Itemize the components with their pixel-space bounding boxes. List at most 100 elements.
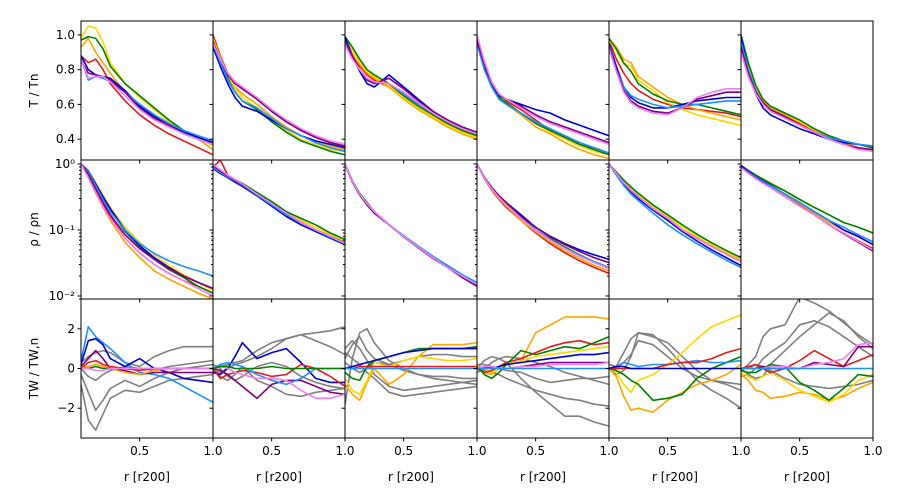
- series-line-dodgerblue: [609, 163, 741, 269]
- panel-frame: [476, 159, 610, 300]
- series-line-orange: [81, 163, 213, 299]
- panel-temperature-4: [473, 20, 610, 164]
- series-line-green: [741, 363, 873, 402]
- series-line-gray: [345, 361, 477, 380]
- series-line-blue: [345, 347, 477, 370]
- y-axis-label-density: ρ / ρn: [27, 212, 41, 247]
- series-line-orange: [609, 37, 741, 121]
- y-tick-label: 1.0: [56, 28, 75, 42]
- x-axis-label: r [r200]: [124, 470, 170, 484]
- series-line-pink: [213, 42, 345, 146]
- series-line-gray: [477, 355, 609, 386]
- series-line-red: [213, 363, 345, 388]
- panel-density-3: [341, 159, 478, 303]
- panel-temperature-5: [605, 20, 742, 164]
- panel-temperature-6: [737, 20, 874, 164]
- axis-labels: T / Tn ρ / ρn TW / TW,n: [27, 74, 41, 401]
- series-line-purple: [477, 163, 609, 264]
- series-line-blue: [345, 35, 477, 135]
- x-tick-label: 0.5: [526, 444, 545, 458]
- series-line-green: [609, 163, 741, 259]
- x-tick-label: 1.0: [863, 444, 882, 458]
- x-tick-label: 1.0: [599, 444, 618, 458]
- series-line-orange: [609, 163, 741, 261]
- x-tick-label: 0.5: [130, 444, 149, 458]
- series-line-pink: [345, 44, 477, 135]
- panel-tw-ratio-4: 0.5 1.0 r [r200]: [473, 298, 619, 484]
- series-line-dodgerblue: [81, 163, 213, 277]
- series-line-red: [81, 163, 213, 295]
- panel-grid: 0.4 0.6 0.8 1.0 10⁻² 10⁻¹ 10⁰ −2 0 2 0.5 1.0 r [r200…: [49, 20, 883, 484]
- series-line-red: [213, 34, 345, 147]
- y-tick-label: 10⁻²: [49, 289, 76, 303]
- x-tick-label: 0.5: [790, 444, 809, 458]
- series-line-blue: [741, 35, 873, 147]
- series-line-red: [741, 349, 873, 374]
- series-line-gray: [741, 319, 873, 378]
- series-line-red: [345, 365, 477, 370]
- series-line-green: [477, 335, 609, 380]
- series-group: [741, 34, 873, 153]
- series-line-green: [81, 163, 213, 295]
- series-line-gold: [477, 345, 609, 374]
- series-group: [345, 163, 477, 288]
- series-line-orange: [609, 363, 741, 414]
- series-line-dodgerblue: [81, 58, 213, 142]
- series-group: [609, 163, 741, 269]
- series-line-pink: [81, 163, 213, 297]
- panel-density-2: [209, 159, 346, 303]
- series-line-gold: [741, 371, 873, 404]
- series-line-orange: [345, 41, 477, 140]
- series-line-gray: [345, 351, 477, 398]
- series-group: [213, 160, 345, 246]
- series-line-red: [345, 39, 477, 137]
- series-line-blue: [81, 54, 213, 144]
- series-line-green: [213, 41, 345, 156]
- x-tick-label: 0.5: [394, 444, 413, 458]
- series-line-gray: [345, 339, 477, 392]
- series-line-pink: [345, 163, 477, 286]
- x-tick-label: 0.5: [262, 444, 281, 458]
- series-line-gold: [741, 164, 873, 234]
- series-line-blue: [213, 46, 345, 149]
- series-line-green: [345, 163, 477, 286]
- series-line-orange: [741, 373, 873, 402]
- y-tick-label: 10⁻¹: [49, 223, 76, 237]
- series-line-gold: [81, 163, 213, 292]
- y-axis-label-tw-ratio: TW / TW,n: [27, 338, 41, 400]
- panel-tw-ratio-2: 0.5 1.0 r [r200]: [209, 298, 355, 484]
- x-tick-label: 1.0: [335, 444, 354, 458]
- series-line-pink: [609, 163, 741, 263]
- series-line-dodgerblue: [477, 42, 609, 154]
- x-tick-label: 1.0: [203, 444, 222, 458]
- series-line-gold: [81, 25, 213, 147]
- series-line-purple: [741, 46, 873, 151]
- series-line-green: [81, 35, 213, 146]
- series-group: [81, 25, 213, 156]
- x-axis-label: r [r200]: [784, 470, 830, 484]
- panel-temperature-2: [209, 20, 346, 164]
- x-axis-label: r [r200]: [388, 470, 434, 484]
- series-line-gray: [213, 325, 345, 370]
- series-line-pink: [477, 163, 609, 270]
- series-line-gray: [477, 355, 609, 427]
- panel-temperature-1: 0.4 0.6 0.8 1.0: [56, 20, 214, 164]
- series-line-purple: [213, 164, 345, 244]
- series-line-dodgerblue: [81, 325, 213, 404]
- series-line-purple: [213, 367, 345, 400]
- series-line-gray: [81, 363, 213, 412]
- panel-tw-ratio-5: 0.5 1.0 r [r200]: [605, 298, 751, 484]
- series-line-orange: [345, 341, 477, 402]
- series-line-gold: [345, 163, 477, 286]
- series-line-gray: [741, 299, 873, 372]
- x-axis-label: r [r200]: [256, 470, 302, 484]
- series-line-blue: [213, 341, 345, 384]
- x-tick-label: 1.0: [467, 444, 486, 458]
- series-line-green: [609, 37, 741, 116]
- series-line-red: [609, 347, 741, 370]
- panel-density-5: [605, 159, 742, 303]
- series-line-dodgerblue: [477, 163, 609, 269]
- series-group: [345, 35, 477, 140]
- series-line-dodgerblue: [345, 41, 477, 135]
- series-line-pink: [477, 34, 609, 146]
